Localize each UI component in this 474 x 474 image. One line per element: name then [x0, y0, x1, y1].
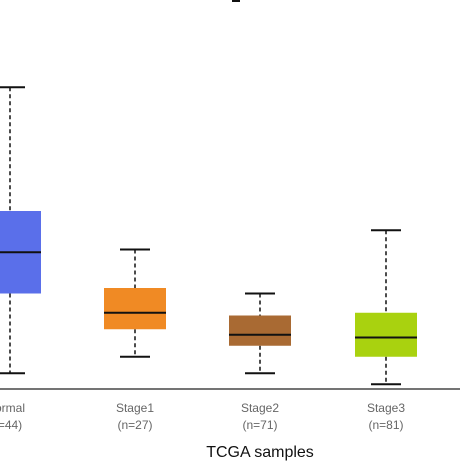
sample-size-label: (n=81)	[368, 418, 403, 432]
box-3	[355, 229, 417, 386]
box-1	[104, 248, 166, 358]
clipped-title-fragment	[232, 0, 240, 2]
box-group	[0, 86, 417, 386]
box-0	[0, 86, 41, 375]
category-label: ormal	[0, 401, 25, 415]
category-label: Stage3	[367, 401, 405, 415]
sample-size-label: (n=27)	[117, 418, 152, 432]
iqr-box	[355, 312, 417, 357]
box-2	[229, 292, 291, 375]
x-tick-labels: ormal =44) Stage1 (n=27) Stage2 (n=71) Stage3 (…	[0, 401, 405, 432]
iqr-box	[104, 288, 166, 330]
category-label: Stage2	[241, 401, 279, 415]
sample-size-label: =44)	[0, 418, 22, 432]
category-label: Stage1	[116, 401, 154, 415]
sample-size-label: (n=71)	[242, 418, 277, 432]
x-axis-title: TCGA samples	[206, 444, 314, 461]
iqr-box	[229, 315, 291, 346]
